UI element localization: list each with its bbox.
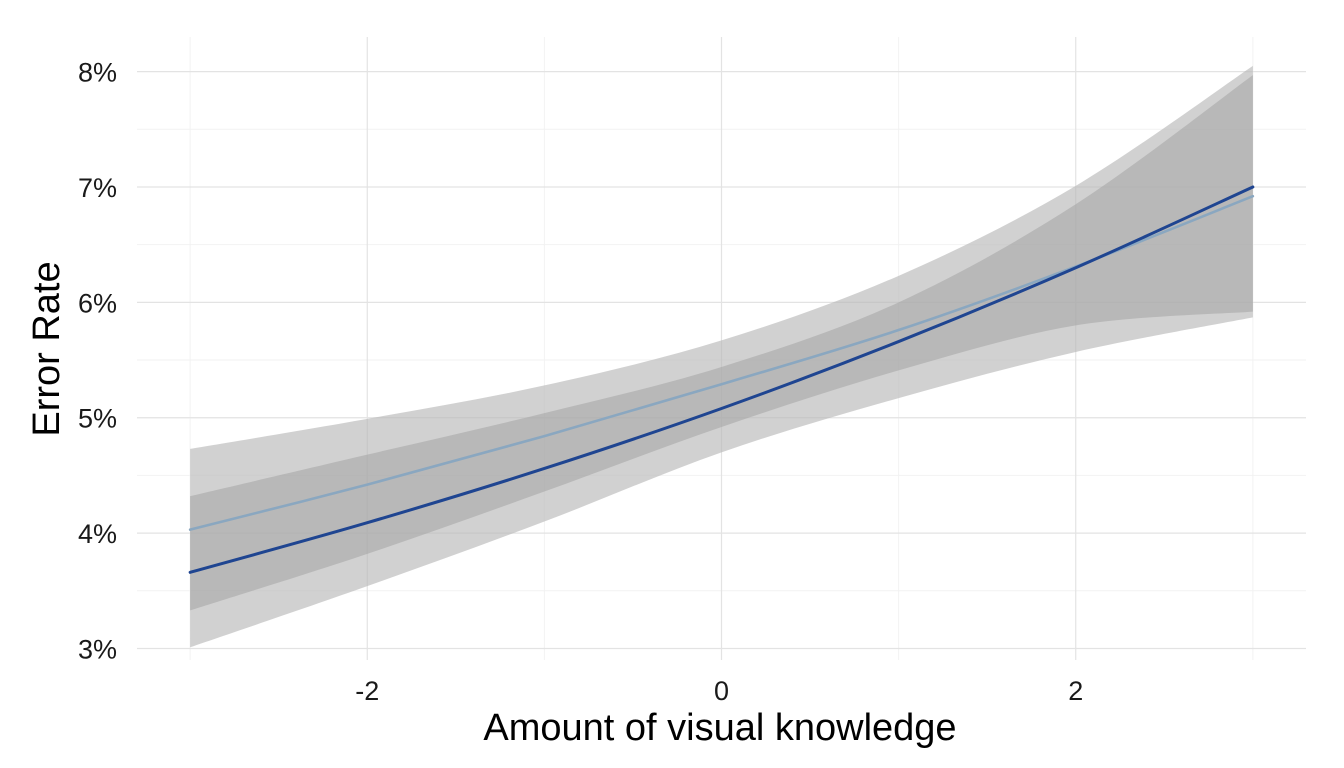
y-tick-label: 3% — [78, 634, 117, 664]
x-tick-labels: -2 0 2 — [355, 676, 1083, 706]
y-tick-label: 7% — [78, 173, 117, 203]
series-lines — [188, 185, 1255, 574]
y-axis-label: Error Rate — [26, 261, 68, 436]
confidence-bands — [190, 65, 1253, 648]
y-tick-label: 6% — [78, 288, 117, 318]
x-axis-label: Amount of visual knowledge — [483, 707, 956, 749]
series-line-1 — [188, 185, 1255, 574]
y-tick-label: 5% — [78, 404, 117, 434]
x-tick-label: 0 — [714, 676, 729, 706]
y-tick-label: 4% — [78, 519, 117, 549]
confidence-band-1 — [190, 75, 1253, 611]
x-tick-label: 2 — [1068, 676, 1083, 706]
y-tick-label: 8% — [78, 58, 117, 88]
y-tick-labels: 3% 4% 5% 6% 7% 8% — [78, 58, 117, 665]
x-tick-label: -2 — [355, 676, 379, 706]
